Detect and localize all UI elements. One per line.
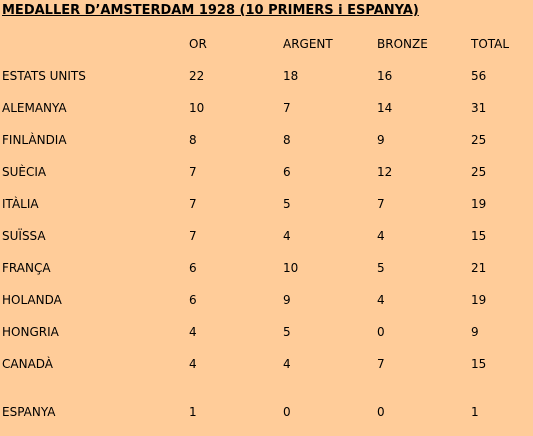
bronze-cell: 7 xyxy=(377,357,385,371)
bronze-cell: 4 xyxy=(377,229,385,243)
total-cell: 9 xyxy=(471,325,479,339)
bronze-cell: 9 xyxy=(377,133,385,147)
gold-cell: 4 xyxy=(189,325,197,339)
gold-cell: 22 xyxy=(189,69,205,83)
table-header-row: OR ARGENT BRONZE TOTAL xyxy=(0,37,533,55)
bronze-cell: 7 xyxy=(377,197,385,211)
country-cell: ESTATS UNITS xyxy=(2,69,86,83)
bronze-cell: 5 xyxy=(377,261,385,275)
country-cell: SUÏSSA xyxy=(2,229,46,243)
table-row: CANADÀ 4 4 7 15 xyxy=(0,357,533,375)
total-cell: 19 xyxy=(471,197,487,211)
table-row: FRANÇA 6 10 5 21 xyxy=(0,261,533,279)
silver-cell: 5 xyxy=(283,325,291,339)
bronze-cell: 0 xyxy=(377,325,385,339)
total-cell: 1 xyxy=(471,405,479,419)
total-cell: 21 xyxy=(471,261,487,275)
silver-cell: 9 xyxy=(283,293,291,307)
page-title: MEDALLER D’AMSTERDAM 1928 (10 PRIMERS i … xyxy=(2,3,419,18)
bronze-cell: 16 xyxy=(377,69,393,83)
header-silver: ARGENT xyxy=(283,37,333,51)
total-cell: 15 xyxy=(471,229,487,243)
total-cell: 19 xyxy=(471,293,487,307)
table-row: SUÏSSA 7 4 4 15 xyxy=(0,229,533,247)
silver-cell: 6 xyxy=(283,165,291,179)
gold-cell: 1 xyxy=(189,405,197,419)
country-cell: ALEMANYA xyxy=(2,101,67,115)
silver-cell: 4 xyxy=(283,357,291,371)
table-row: ITÀLIA 7 5 7 19 xyxy=(0,197,533,215)
country-cell: HOLANDA xyxy=(2,293,62,307)
country-cell: ESPANYA xyxy=(2,405,56,419)
country-cell: ITÀLIA xyxy=(2,197,39,211)
gold-cell: 10 xyxy=(189,101,205,115)
country-cell: HONGRIA xyxy=(2,325,59,339)
silver-cell: 18 xyxy=(283,69,299,83)
total-cell: 25 xyxy=(471,165,487,179)
table-row: ALEMANYA 10 7 14 31 xyxy=(0,101,533,119)
table-row: HOLANDA 6 9 4 19 xyxy=(0,293,533,311)
country-cell: SUÈCIA xyxy=(2,165,47,179)
total-cell: 31 xyxy=(471,101,487,115)
bronze-cell: 0 xyxy=(377,405,385,419)
silver-cell: 5 xyxy=(283,197,291,211)
total-cell: 25 xyxy=(471,133,487,147)
gold-cell: 7 xyxy=(189,197,197,211)
silver-cell: 0 xyxy=(283,405,291,419)
table-row: HONGRIA 4 5 0 9 xyxy=(0,325,533,343)
table-row: FINLÀNDIA 8 8 9 25 xyxy=(0,133,533,151)
header-total: TOTAL xyxy=(471,37,510,51)
table-row: SUÈCIA 7 6 12 25 xyxy=(0,165,533,183)
country-cell: FINLÀNDIA xyxy=(2,133,67,147)
total-cell: 56 xyxy=(471,69,487,83)
gold-cell: 4 xyxy=(189,357,197,371)
bronze-cell: 4 xyxy=(377,293,385,307)
gold-cell: 8 xyxy=(189,133,197,147)
header-bronze: BRONZE xyxy=(377,37,428,51)
header-gold: OR xyxy=(189,37,207,51)
country-cell: CANADÀ xyxy=(2,357,54,371)
silver-cell: 10 xyxy=(283,261,299,275)
gold-cell: 7 xyxy=(189,165,197,179)
silver-cell: 4 xyxy=(283,229,291,243)
bronze-cell: 12 xyxy=(377,165,393,179)
silver-cell: 7 xyxy=(283,101,291,115)
gold-cell: 7 xyxy=(189,229,197,243)
country-cell: FRANÇA xyxy=(2,261,51,275)
gold-cell: 6 xyxy=(189,293,197,307)
silver-cell: 8 xyxy=(283,133,291,147)
gold-cell: 6 xyxy=(189,261,197,275)
table-row: ESPANYA 1 0 0 1 xyxy=(0,405,533,423)
bronze-cell: 14 xyxy=(377,101,393,115)
total-cell: 15 xyxy=(471,357,487,371)
table-row: ESTATS UNITS 22 18 16 56 xyxy=(0,69,533,87)
